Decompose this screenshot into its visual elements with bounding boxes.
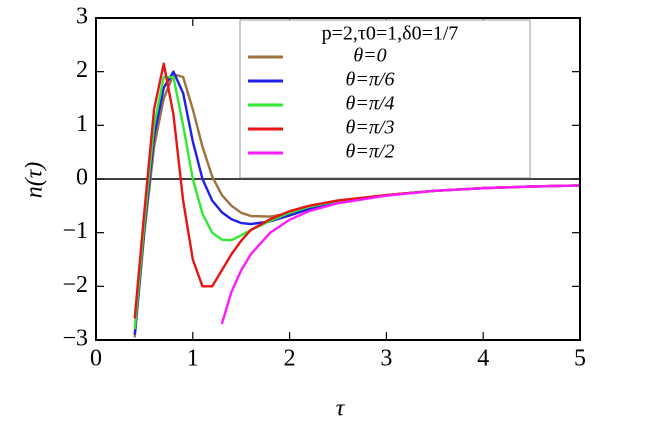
line-series <box>220 184 580 325</box>
x-tick-label: 4 <box>477 346 489 372</box>
x-axis-title: τ <box>336 396 346 422</box>
legend-label: θ=π/2 <box>346 141 395 163</box>
y-tick-label: 2 <box>76 57 88 83</box>
y-tick-label: 1 <box>76 111 88 137</box>
plot-lines <box>133 62 580 338</box>
legend-label: θ=π/4 <box>346 93 395 115</box>
y-tick-label: 0 <box>76 165 88 191</box>
y-tick-label: −3 <box>62 326 88 352</box>
legend-box <box>239 19 531 179</box>
y-axis-title: n(τ) <box>22 162 48 199</box>
legend-title: p=2,τ0=1,δ0=1/7 <box>322 23 459 45</box>
legend-label: θ=π/6 <box>346 69 395 91</box>
x-tick-label: 1 <box>187 346 199 372</box>
legend-label: θ=π/3 <box>346 117 395 139</box>
x-tick-label: 2 <box>284 346 296 372</box>
y-tick-label: 3 <box>76 4 88 30</box>
x-tick-label: 3 <box>380 346 392 372</box>
legend-label: θ=0 <box>353 45 386 67</box>
y-tick-label: −1 <box>62 218 88 244</box>
x-tick-label: 5 <box>574 346 586 372</box>
y-tick-label: −2 <box>62 272 88 298</box>
x-tick-label: 0 <box>90 346 102 372</box>
